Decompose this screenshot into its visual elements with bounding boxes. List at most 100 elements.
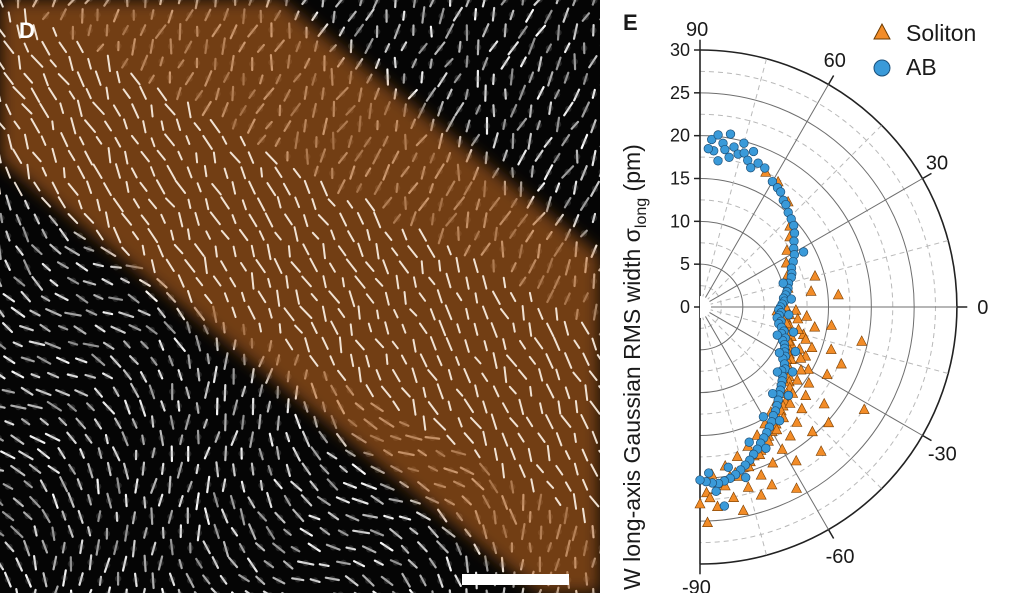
lattice-dash [429, 308, 436, 321]
lattice-glow [69, 247, 76, 255]
lattice-dash [76, 99, 83, 117]
lattice-glow [214, 466, 221, 473]
lattice-glow [400, 75, 408, 82]
lattice-glow [565, 105, 572, 113]
lattice-dash [30, 373, 41, 379]
lattice-dash [248, 213, 258, 228]
lattice-glow [0, 466, 2, 473]
lattice-dash [304, 337, 310, 353]
lattice-glow [419, 45, 427, 52]
lattice-glow [195, 371, 202, 378]
lattice-dash [376, 309, 380, 320]
lattice-glow [590, 27, 597, 34]
lattice-dash [51, 526, 56, 542]
lattice-glow [582, 13, 589, 21]
lattice-glow [357, 528, 365, 536]
lattice-dash [384, 291, 390, 306]
lattice-dash [591, 149, 597, 167]
lattice-dash [61, 541, 66, 554]
lattice-glow [76, 481, 83, 488]
lattice-glow [528, 43, 535, 50]
lattice-dash [330, 320, 339, 335]
lattice-dash [77, 165, 86, 180]
lattice-glow [302, 435, 310, 443]
ab-point [778, 278, 788, 288]
ab-point [724, 152, 734, 162]
lattice-glow [554, 184, 561, 191]
lattice-dash [474, 384, 479, 398]
ab-point [713, 156, 723, 166]
lattice-dash [205, 230, 211, 240]
lattice-dash [502, 338, 507, 350]
lattice-glow [402, 577, 410, 584]
lattice-dash [265, 525, 276, 540]
lattice-dash [51, 120, 55, 131]
lattice-dash [319, 464, 330, 475]
lattice-dash [247, 557, 258, 573]
lattice-dash [158, 339, 165, 351]
lattice-dash [508, 385, 517, 395]
lattice-glow [311, 577, 319, 584]
lattice-glow [275, 544, 282, 552]
lattice-dash [57, 325, 69, 331]
lattice-glow [67, 560, 75, 568]
lattice-glow [24, 512, 31, 519]
lattice-glow [321, 528, 328, 535]
lattice-glow [149, 577, 157, 584]
lattice-dash [276, 196, 282, 209]
lattice-dash [554, 182, 561, 193]
lattice-dash [485, 589, 489, 593]
lattice-glow [157, 371, 164, 378]
lattice-glow [59, 261, 67, 269]
lattice-glow [87, 403, 94, 410]
lattice-dash [0, 468, 5, 472]
lattice-dash [283, 307, 295, 322]
lattice-glow [205, 355, 212, 362]
lattice-dash [160, 400, 166, 412]
lattice-glow [22, 418, 29, 425]
lattice-dash [67, 182, 79, 196]
lattice-dash [95, 136, 103, 145]
polar-grid [699, 39, 968, 575]
lattice-glow [222, 419, 229, 426]
lattice-dash [10, 434, 25, 445]
lattice-dash [121, 246, 130, 256]
lattice-glow [545, 201, 552, 208]
lattice-glow [274, 449, 282, 457]
lattice-dash [536, 464, 544, 474]
lattice-glow [50, 530, 57, 537]
ab-point [707, 134, 717, 145]
soliton-point [818, 397, 830, 409]
lattice-dash [572, 180, 578, 195]
lattice-dash [3, 571, 12, 588]
lattice-glow [115, 482, 122, 489]
lattice-dash [332, 10, 336, 24]
lattice-dash [362, 574, 375, 587]
lattice-dash [32, 554, 38, 571]
lattice-glow [78, 389, 85, 397]
lattice-dash [400, 41, 408, 52]
lattice-glow [52, 498, 59, 505]
lattice-dash [4, 541, 15, 553]
lattice-dash [399, 480, 409, 489]
lattice-dash [42, 572, 48, 588]
lattice-dash [536, 85, 545, 100]
lattice-glow [320, 0, 327, 3]
lattice-glow [69, 311, 77, 318]
lattice-dash [310, 321, 318, 334]
lattice-glow [112, 264, 120, 271]
lattice-glow [454, 11, 462, 18]
lattice-dash [107, 147, 112, 164]
lattice-glow [538, 183, 545, 191]
lattice-glow [384, 44, 391, 52]
lattice-dash [156, 149, 166, 161]
lattice-dash [580, 321, 590, 335]
lattice-dash [488, 40, 499, 53]
legend-ab-label: AB [906, 54, 937, 80]
lattice-dash [39, 417, 49, 426]
lattice-glow [169, 388, 176, 395]
lattice-dash [185, 135, 191, 145]
lattice-dash [411, 367, 418, 384]
